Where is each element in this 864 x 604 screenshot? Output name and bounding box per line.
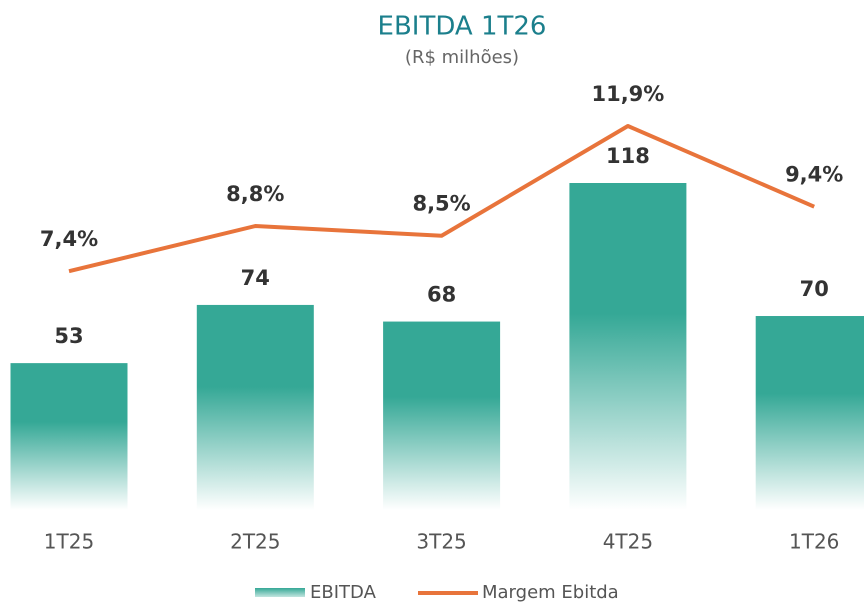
- legend-label: EBITDA: [310, 582, 377, 603]
- x-tick-label: 4T25: [603, 530, 653, 554]
- line-value-label: 9,4%: [785, 163, 843, 187]
- chart-title: EBITDA 1T26: [378, 12, 547, 42]
- bar-value-label: 70: [800, 277, 829, 301]
- legend-label: Margem Ebitda: [482, 582, 619, 603]
- margin-line: [68, 124, 815, 274]
- x-tick-label: 2T25: [230, 530, 280, 554]
- line-value-label: 11,9%: [591, 82, 664, 106]
- bar: [755, 316, 864, 510]
- bar: [196, 304, 314, 510]
- x-tick-label: 3T25: [416, 530, 466, 554]
- bar: [10, 363, 128, 510]
- bar-value-label: 74: [241, 266, 270, 290]
- line-value-label: 8,5%: [412, 192, 470, 216]
- bar-value-label: 118: [606, 144, 650, 168]
- bar-value-label: 68: [427, 283, 456, 307]
- bar: [383, 321, 501, 510]
- chart-subtitle: (R$ milhões): [405, 47, 519, 68]
- line-value-label: 7,4%: [40, 227, 98, 251]
- legend-swatch: [255, 588, 305, 597]
- x-tick-label: 1T26: [789, 530, 839, 554]
- x-tick-label: 1T25: [44, 530, 94, 554]
- line-value-label: 8,8%: [226, 182, 284, 206]
- bar: [569, 183, 687, 510]
- bar-value-label: 53: [54, 324, 83, 348]
